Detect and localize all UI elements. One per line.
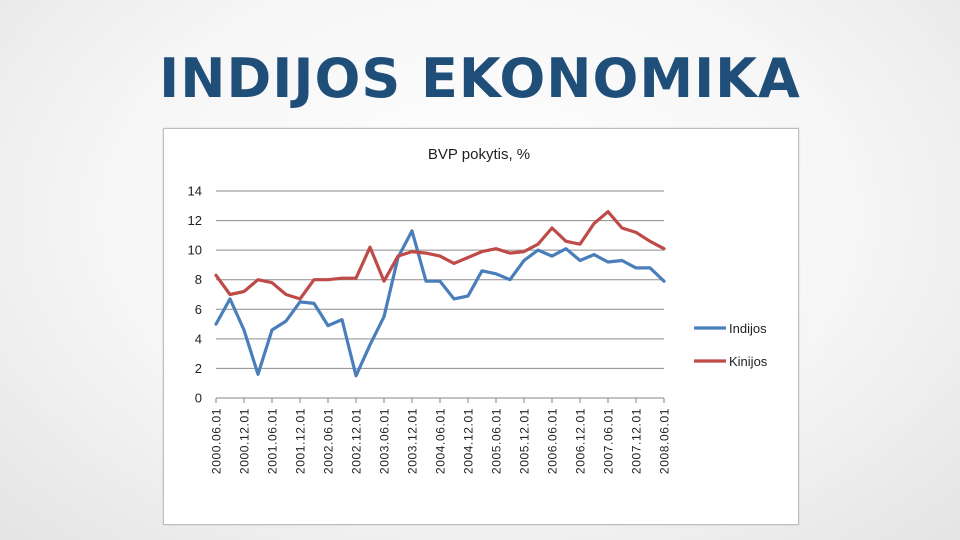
y-axis: 0 2 4 6 8 10 12 14 [188,184,202,406]
series-line-indijos [214,229,666,378]
x-tick-label: 2008.06.01 [658,408,672,474]
y-tick-label: 0 [195,391,202,406]
x-tick-label: 2005.12.01 [518,408,532,474]
x-tick-label: 2006.12.01 [574,408,588,474]
x-tick-label: 2005.06.01 [490,408,504,474]
x-tick-label: 2000.06.01 [210,408,224,474]
legend-label-kinijos: Kinijos [729,354,768,369]
y-tick-label: 2 [195,361,202,376]
slide-title: INDIJOS EKONOMIKA [159,47,801,110]
y-tick-label: 10 [188,243,202,258]
x-tick-label: 2001.06.01 [266,408,280,474]
x-axis: 2000.06.01 2000.12.01 2001.06.01 2001.12.01… [210,398,672,474]
y-tick-label: 14 [188,184,202,199]
y-tick-label: 8 [195,272,202,287]
legend-label-indijos: Indijos [729,321,767,336]
x-tick-label: 2002.12.01 [350,408,364,474]
x-tick-label: 2003.12.01 [406,408,420,474]
x-tick-label: 2000.12.01 [238,408,252,474]
x-tick-label: 2006.06.01 [546,408,560,474]
x-tick-label: 2007.12.01 [630,408,644,474]
x-tick-label: 2004.12.01 [462,408,476,474]
series-line-kinijos [214,210,666,301]
y-tick-label: 4 [195,331,202,346]
x-tick-label: 2007.06.01 [602,408,616,474]
x-tick-label: 2001.12.01 [294,408,308,474]
x-tick-label: 2004.06.01 [434,408,448,474]
y-tick-label: 6 [195,302,202,317]
chart-series [214,210,666,378]
y-tick-label: 12 [188,213,202,228]
x-tick-label: 2003.06.01 [378,408,392,474]
chart-frame: BVP pokytis, % 0 2 4 6 8 10 12 14 2000.06.01 200… [163,128,799,525]
chart-title: BVP pokytis, % [428,146,530,163]
x-tick-label: 2002.06.01 [322,408,336,474]
chart-legend: Indijos Kinijos [694,321,768,369]
